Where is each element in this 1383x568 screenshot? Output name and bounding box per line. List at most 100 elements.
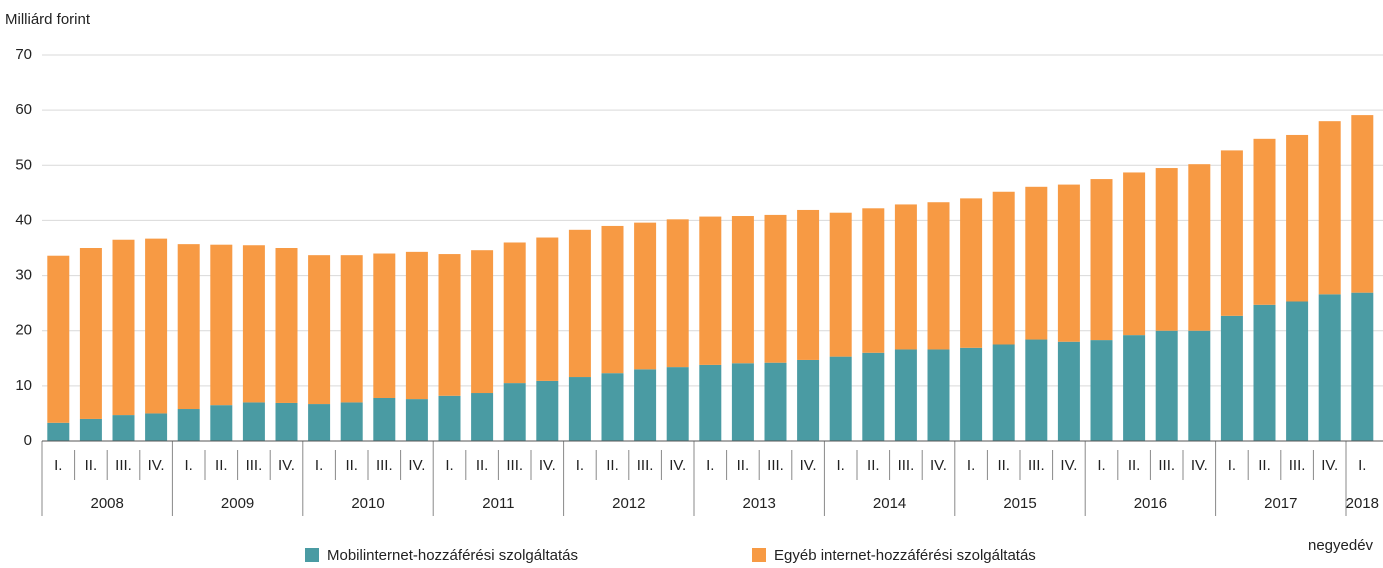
legend-label: Mobilinternet-hozzáférési szolgáltatás — [327, 547, 578, 564]
x-tick-label: IV. — [278, 457, 295, 474]
bar-segment — [275, 402, 298, 441]
bar-segment — [927, 349, 950, 441]
bar-segment — [764, 214, 787, 363]
bar-segment — [177, 244, 200, 410]
y-tick-label: 40 — [15, 211, 32, 228]
x-tick-label: IV. — [930, 457, 947, 474]
x-tick-label: I. — [445, 457, 453, 474]
bar-segment — [1351, 115, 1374, 293]
year-label: 2018 — [1346, 495, 1379, 512]
y-axis-label: Milliárd forint — [5, 11, 91, 28]
bar-segment — [764, 362, 787, 441]
bar-segment — [308, 255, 331, 405]
bar-segment — [894, 204, 917, 350]
bar-segment — [862, 352, 885, 441]
y-tick-label: 0 — [24, 432, 32, 449]
y-tick-label: 50 — [15, 156, 32, 173]
x-tick-label: III. — [376, 457, 393, 474]
bar-segment — [145, 238, 168, 414]
bar-segment — [79, 248, 102, 419]
bar-segment — [210, 244, 233, 406]
bar-segment — [1155, 168, 1178, 331]
bar-segment — [1123, 335, 1146, 441]
bar-segment — [960, 198, 983, 348]
y-tick-label: 60 — [15, 101, 32, 118]
bar-segment — [634, 222, 657, 370]
bar-segment — [634, 369, 657, 441]
bar-segment — [536, 380, 559, 441]
bar-segment — [79, 418, 102, 441]
bar-segment — [308, 404, 331, 441]
x-tick-label: II. — [85, 457, 98, 474]
y-tick-label: 70 — [15, 46, 32, 63]
x-tick-label: III. — [898, 457, 915, 474]
bar-segment — [666, 219, 689, 368]
x-tick-label: IV. — [148, 457, 165, 474]
bar-segment — [992, 191, 1015, 345]
bar-segment — [373, 397, 396, 441]
bar-segment — [601, 225, 624, 374]
x-tick-label: II. — [737, 457, 750, 474]
bar-segment — [829, 356, 852, 441]
x-tick-label: IV. — [1060, 457, 1077, 474]
bar-segment — [242, 245, 265, 403]
bar-segment — [699, 216, 722, 365]
y-tick-label: 30 — [15, 267, 32, 284]
x-tick-label: II. — [215, 457, 228, 474]
bar-segment — [666, 367, 689, 441]
bar-segment — [927, 202, 950, 350]
bar-segment — [1090, 179, 1113, 341]
x-tick-label: II. — [1128, 457, 1141, 474]
x-tick-label: III. — [767, 457, 784, 474]
bar-segment — [145, 413, 168, 441]
bar-segment — [438, 254, 461, 396]
bar-segment — [797, 359, 820, 441]
bar-segment — [1220, 315, 1243, 441]
year-label: 2009 — [221, 495, 254, 512]
x-tick-label: I. — [967, 457, 975, 474]
bar-segment — [1057, 184, 1080, 342]
bar-segment — [405, 399, 428, 441]
bar-segment — [47, 422, 70, 441]
x-tick-label: III. — [1158, 457, 1175, 474]
bar-segment — [471, 393, 494, 441]
x-tick-label: III. — [1028, 457, 1045, 474]
x-tick-label: II. — [867, 457, 880, 474]
y-tick-label: 10 — [15, 377, 32, 394]
year-label: 2014 — [873, 495, 906, 512]
bar-segment — [894, 349, 917, 441]
x-tick-label: II. — [1258, 457, 1271, 474]
bar-segment — [797, 209, 820, 360]
bar-segment — [242, 402, 265, 441]
x-tick-label: III. — [115, 457, 132, 474]
bar-segment — [405, 251, 428, 400]
bar-segment — [862, 208, 885, 353]
legend-swatch — [305, 548, 319, 562]
x-tick-label: IV. — [669, 457, 686, 474]
x-tick-label: II. — [345, 457, 358, 474]
bar-segment — [601, 373, 624, 441]
bar-segment — [471, 250, 494, 394]
legend-label: Egyéb internet-hozzáférési szolgáltatás — [774, 547, 1036, 564]
year-label: 2011 — [482, 495, 514, 512]
bar-segment — [960, 347, 983, 441]
bar-segment — [1025, 339, 1048, 441]
x-tick-label: IV. — [539, 457, 556, 474]
x-tick-label: III. — [246, 457, 263, 474]
year-label: 2013 — [743, 495, 776, 512]
year-label: 2016 — [1134, 495, 1167, 512]
bar-segment — [1123, 172, 1146, 336]
bar-segment — [112, 415, 135, 441]
year-label: 2008 — [91, 495, 124, 512]
bar-segment — [1318, 294, 1341, 441]
year-label: 2015 — [1003, 495, 1036, 512]
bar-segment — [373, 253, 396, 398]
bar-segment — [568, 377, 591, 441]
x-tick-label: I. — [54, 457, 62, 474]
x-tick-label: III. — [506, 457, 523, 474]
bar-segment — [47, 255, 70, 423]
year-label: 2017 — [1264, 495, 1297, 512]
x-tick-label: I. — [1097, 457, 1105, 474]
bar-segment — [438, 395, 461, 441]
bar-segment — [536, 237, 559, 381]
